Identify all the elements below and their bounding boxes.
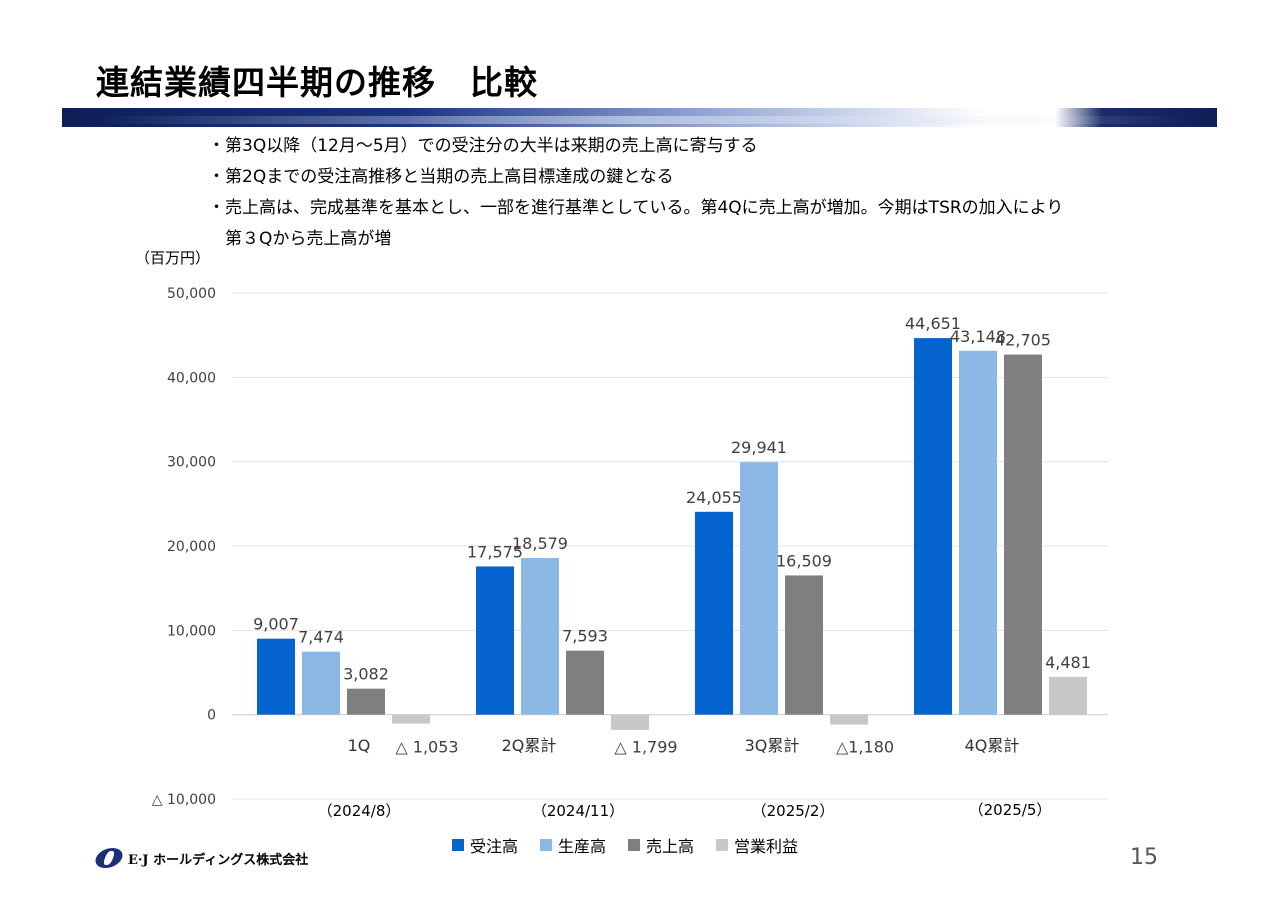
category-label: 4Q累計 <box>965 736 1020 755</box>
legend-label-operating-profit: 営業利益 <box>734 837 799 856</box>
legend-label-sales: 売上高 <box>646 837 695 856</box>
data-label: 44,651 <box>905 314 961 333</box>
company-name: E·J ホールディングス株式会社 <box>128 852 309 868</box>
legend-swatch-operating-profit <box>716 839 729 851</box>
bar-2-1 <box>566 650 604 715</box>
legend-item-sales: 売上高 <box>628 833 694 857</box>
legend-label-production: 生産高 <box>558 837 607 856</box>
bar-1-2 <box>740 462 778 715</box>
bar-0-2 <box>695 511 733 715</box>
period-label: （2025/5） <box>969 801 1052 819</box>
data-label: 18,579 <box>512 534 568 553</box>
bullet-list: ・第3Q以降（12月～5月）での受注分の大半は来期の売上高に寄与する ・第2Qま… <box>208 131 1063 255</box>
data-label: 43,148 <box>950 327 1006 346</box>
y-tick-label: 20,000 <box>167 539 216 555</box>
y-tick-label: 0 <box>207 708 216 724</box>
bar-2-2 <box>785 575 823 715</box>
bar-1-1 <box>521 557 559 715</box>
data-label: 7,593 <box>562 627 608 646</box>
bullet-item: ・第2Qまでの受注高推移と当期の売上高目標達成の鍵となる <box>208 167 674 187</box>
data-label: △ 1,799 <box>614 738 677 757</box>
company-logo: E·J ホールディングス株式会社 <box>92 848 309 868</box>
period-label: （2024/11） <box>532 802 624 820</box>
data-label: 42,705 <box>995 331 1051 350</box>
data-label: 16,509 <box>776 551 832 570</box>
legend-item-orders: 受注高 <box>452 833 518 857</box>
data-label: 3,082 <box>343 665 389 684</box>
page-number: 15 <box>1130 845 1158 870</box>
bar-3-0 <box>392 714 430 724</box>
bullet-item: ・売上高は、完成基準を基本とし、一部を進行基準としている。第4Qに売上高が増加。… <box>208 198 1064 218</box>
bar-3-3 <box>1049 676 1087 715</box>
period-label: （2024/8） <box>318 802 401 820</box>
y-tick-label: 10,000 <box>167 623 216 639</box>
bullet-item: 第３Qから売上高が増 <box>208 229 392 249</box>
legend-swatch-production <box>540 839 553 851</box>
unit-label: （百万円） <box>135 249 211 267</box>
legend-swatch-orders <box>452 839 464 851</box>
bar-1-0 <box>302 651 340 715</box>
bar-2-0 <box>347 688 385 715</box>
bullet-item: ・第3Q以降（12月～5月）での受注分の大半は来期の売上高に寄与する <box>208 136 758 156</box>
y-tick-label: 30,000 <box>167 455 216 471</box>
y-tick-label: 50,000 <box>167 286 216 302</box>
chart-legend: 受注高 生産高 売上高 営業利益 <box>452 833 798 857</box>
category-label: 1Q <box>348 736 371 755</box>
bar-2-3 <box>1004 354 1042 715</box>
y-tick-label: 40,000 <box>167 370 216 386</box>
category-label: 3Q累計 <box>745 736 800 755</box>
data-label: 24,055 <box>686 488 742 507</box>
y-tick-label: △ 10,000 <box>152 792 216 808</box>
title-underline-highlight <box>96 116 1186 124</box>
page-title: 連結業績四半期の推移 比較 <box>96 63 538 102</box>
bar-3-1 <box>611 714 649 730</box>
bar-0-0 <box>257 638 295 715</box>
data-label: △1,180 <box>836 738 894 757</box>
legend-item-operating-profit: 営業利益 <box>716 833 798 857</box>
bar-0-3 <box>914 338 952 715</box>
legend-swatch-sales <box>628 839 641 851</box>
legend-item-production: 生産高 <box>540 833 606 857</box>
data-label: △ 1,053 <box>395 738 458 757</box>
bar-0-1 <box>476 566 514 715</box>
legend-label-orders: 受注高 <box>470 837 519 856</box>
company-logo-icon <box>92 848 126 868</box>
bar-1-3 <box>959 350 997 715</box>
period-label: （2025/2） <box>752 802 835 820</box>
data-label: 17,575 <box>467 542 523 561</box>
category-label: 2Q累計 <box>502 736 557 755</box>
data-label: 9,007 <box>253 615 299 634</box>
data-label: 29,941 <box>731 438 787 457</box>
bar-3-2 <box>830 714 868 725</box>
data-label: 4,481 <box>1045 653 1091 672</box>
data-label: 7,474 <box>298 628 344 647</box>
